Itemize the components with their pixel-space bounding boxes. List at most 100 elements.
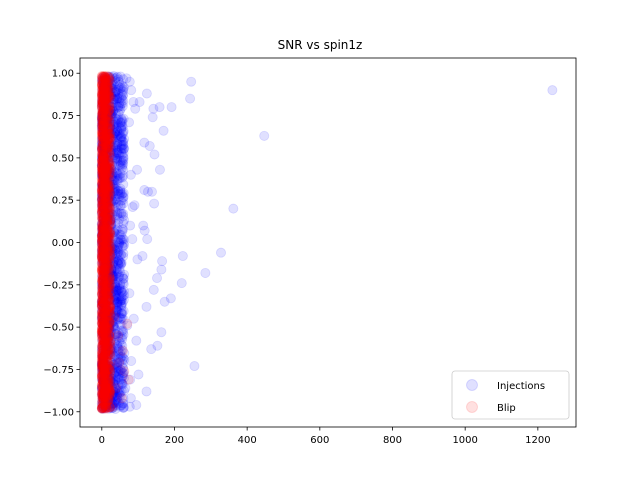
- injections-point: [103, 359, 114, 370]
- injections-point: [111, 304, 122, 315]
- injections-point: [106, 171, 117, 182]
- injections-point: [106, 108, 117, 119]
- injections-point: [99, 139, 110, 150]
- injections-point: [120, 383, 131, 394]
- injections-point: [97, 370, 108, 381]
- injections-point: [100, 131, 111, 142]
- injections-point: [98, 264, 109, 275]
- injections-point: [97, 213, 108, 224]
- injections-point: [99, 248, 110, 259]
- injections-point: [117, 370, 128, 381]
- injections-point: [96, 144, 107, 155]
- injections-point: [103, 155, 114, 166]
- injections-point: [112, 282, 123, 293]
- injections-point: [101, 151, 112, 162]
- injections-point: [110, 218, 121, 229]
- injections-point: [110, 359, 121, 370]
- injections-point: [105, 310, 116, 321]
- injections-point: [99, 248, 110, 259]
- injections-point: [96, 278, 107, 289]
- injections-point: [114, 257, 125, 268]
- injections-point: [113, 248, 124, 259]
- injections-point: [109, 128, 120, 139]
- injections-point: [101, 242, 112, 253]
- injections-point: [113, 89, 124, 100]
- injections-point: [103, 86, 114, 97]
- injections-point: [109, 175, 120, 186]
- injections-point: [97, 223, 108, 234]
- injections-point: [108, 94, 119, 105]
- injections-point: [117, 334, 128, 345]
- injections-point: [117, 351, 128, 362]
- injections-point: [106, 373, 117, 384]
- injections-point: [156, 264, 167, 275]
- injections-point: [104, 393, 115, 404]
- injections-point: [97, 305, 108, 316]
- injections-point: [100, 308, 111, 319]
- injections-point: [99, 308, 110, 319]
- injections-point: [107, 373, 118, 384]
- injections-point: [103, 210, 114, 221]
- injections-point: [97, 100, 108, 111]
- injections-point: [105, 90, 116, 101]
- injections-point: [110, 385, 121, 396]
- blip-point: [104, 123, 115, 134]
- injections-point: [111, 298, 122, 309]
- injections-point: [108, 98, 119, 109]
- injections-point: [99, 86, 110, 97]
- injections-point: [117, 313, 128, 324]
- injections-point: [100, 117, 111, 128]
- injections-point: [101, 115, 112, 126]
- injections-point: [118, 113, 129, 124]
- injections-point: [100, 197, 111, 208]
- injections-point: [117, 86, 128, 97]
- injections-point: [99, 163, 110, 174]
- injections-point: [100, 87, 111, 98]
- injections-point: [98, 325, 109, 336]
- injections-point: [108, 282, 119, 293]
- injections-point: [111, 297, 122, 308]
- blip-point: [105, 150, 116, 161]
- injections-point: [97, 77, 108, 88]
- injections-point: [102, 349, 113, 360]
- injections-point: [141, 88, 152, 99]
- injections-point: [109, 270, 120, 281]
- injections-point: [108, 179, 119, 190]
- injections-point: [97, 133, 108, 144]
- injections-point: [100, 78, 111, 89]
- injections-point: [110, 153, 121, 164]
- injections-point: [97, 179, 108, 190]
- injections-point: [111, 299, 122, 310]
- injections-point: [106, 316, 117, 327]
- injections-point: [118, 279, 129, 290]
- injections-point: [106, 395, 117, 406]
- injections-point: [104, 294, 115, 305]
- injections-point: [97, 273, 108, 284]
- injections-point: [98, 181, 109, 192]
- injections-point: [97, 153, 108, 164]
- injections-point: [97, 224, 108, 235]
- injections-point: [96, 160, 107, 171]
- injections-point: [97, 309, 108, 320]
- injections-point: [101, 82, 112, 93]
- injections-point: [97, 188, 108, 199]
- injections-point: [98, 208, 109, 219]
- y-tick-label: −0.50: [43, 323, 74, 334]
- injections-point: [109, 397, 120, 408]
- injections-point: [112, 93, 123, 104]
- injections-point: [107, 72, 118, 83]
- injections-point: [113, 301, 124, 312]
- injections-point: [103, 233, 114, 244]
- injections-point: [118, 143, 129, 154]
- injections-point: [106, 135, 117, 146]
- injections-point: [110, 335, 121, 346]
- injections-point: [113, 240, 124, 251]
- injections-point: [98, 101, 109, 112]
- injections-point: [105, 344, 116, 355]
- injections-point: [107, 398, 118, 409]
- injections-point: [100, 174, 111, 185]
- injections-point: [113, 272, 124, 283]
- injections-point: [96, 342, 107, 353]
- chart-title: SNR vs spin1z: [278, 38, 363, 52]
- injections-point: [96, 284, 107, 295]
